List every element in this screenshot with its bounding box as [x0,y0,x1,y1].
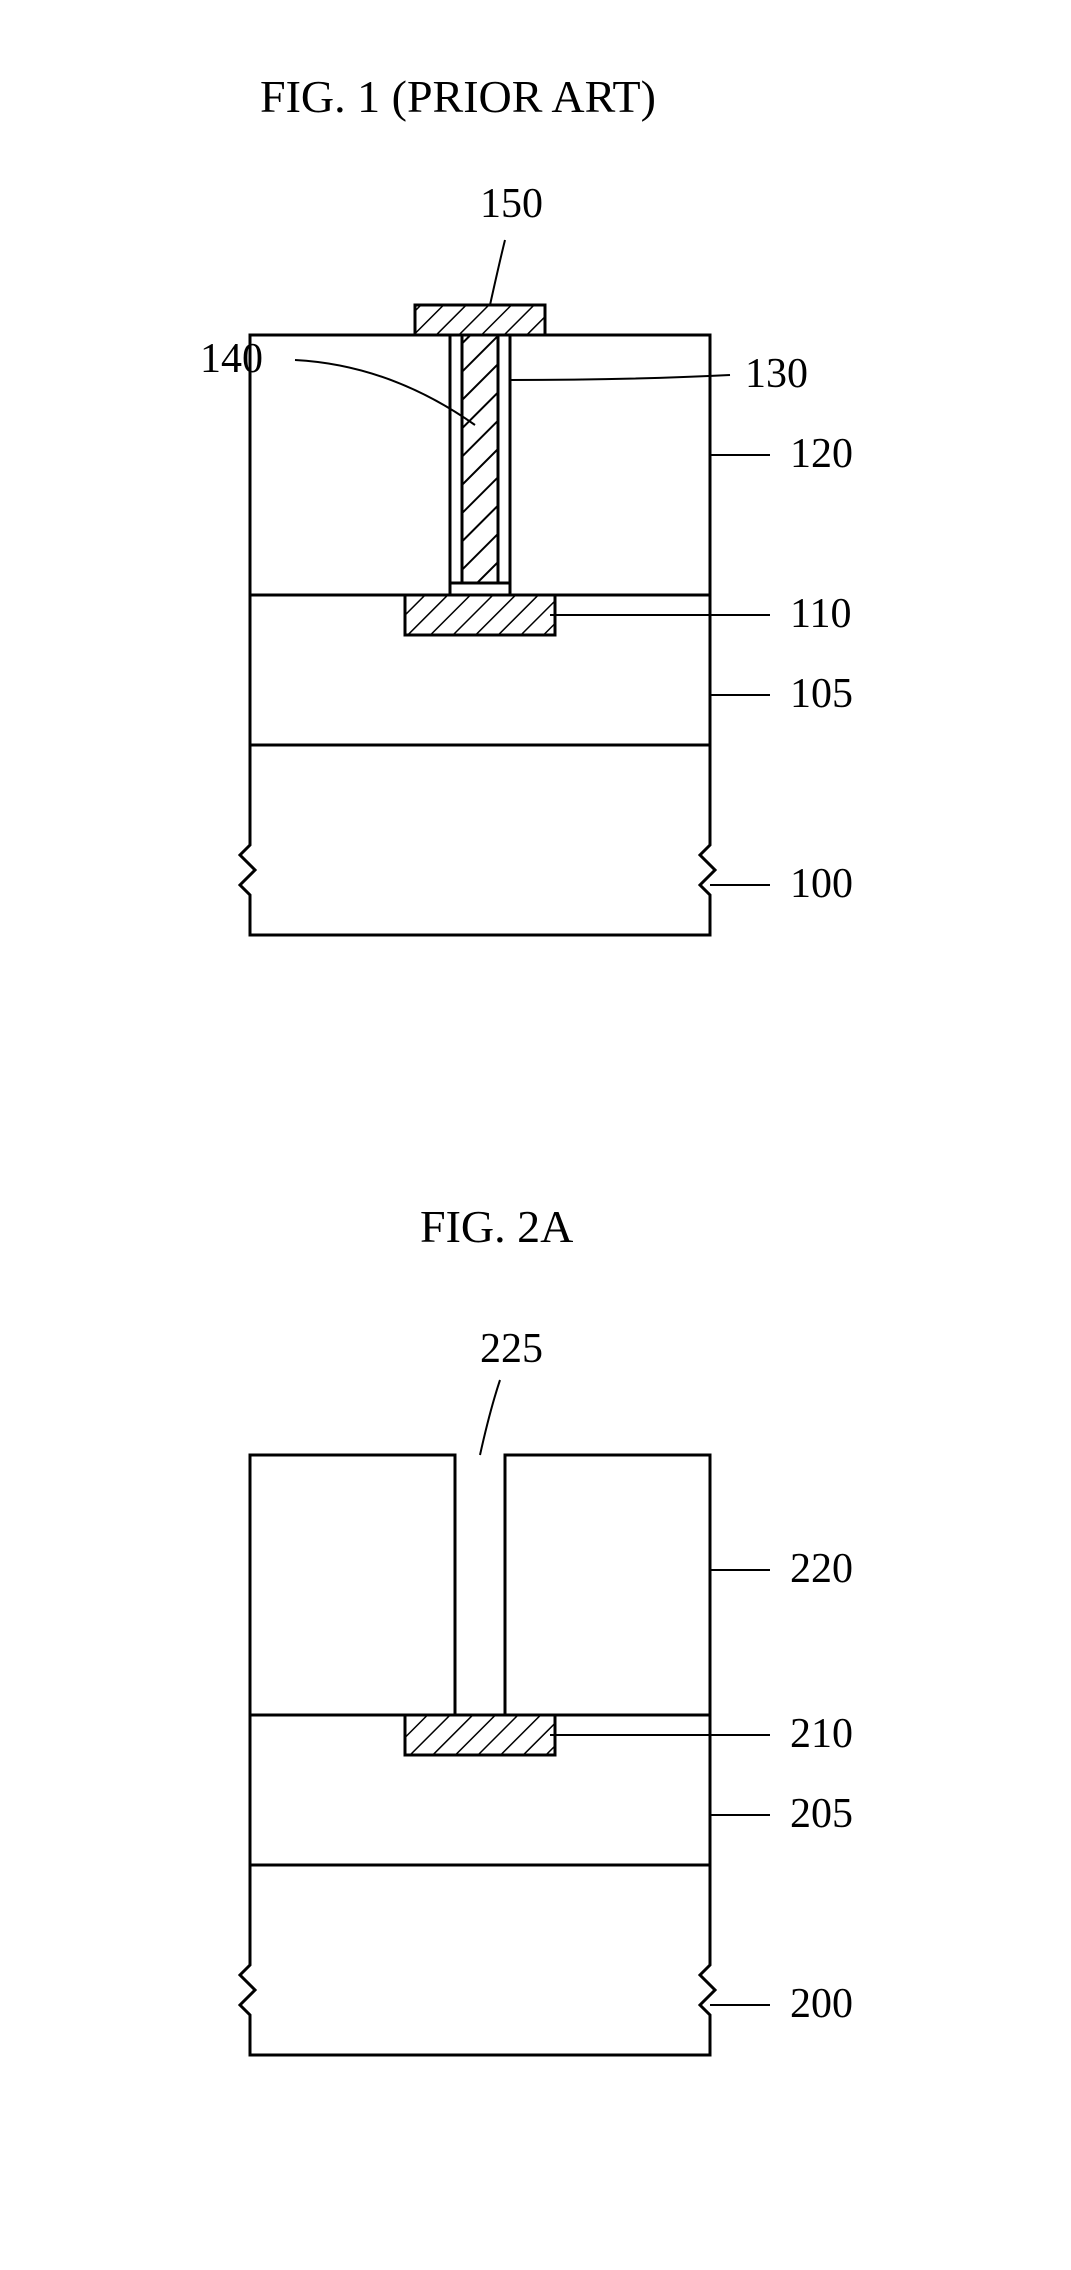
fig1-diagram [130,165,950,965]
page: FIG. 1 (PRIOR ART) [0,0,1071,2270]
fig2a-title: FIG. 2A [420,1200,573,1253]
label-100: 100 [790,860,853,908]
label-110: 110 [790,590,851,638]
label-130: 130 [745,350,808,398]
leader-150 [490,240,505,305]
liner-bottom [450,583,510,595]
label-225: 225 [480,1325,543,1373]
layer-220-right [505,1455,710,1715]
label-105: 105 [790,670,853,718]
layer-220-left [250,1455,455,1715]
layer-150 [415,305,545,335]
label-210: 210 [790,1710,853,1758]
layer-210 [405,1715,555,1755]
leader-225 [480,1380,500,1455]
liner-left [450,335,462,595]
layer-100 [240,745,715,935]
label-200: 200 [790,1980,853,2028]
layer-140 [462,335,498,583]
label-205: 205 [790,1790,853,1838]
label-150: 150 [480,180,543,228]
layer-110 [405,595,555,635]
fig1-title: FIG. 1 (PRIOR ART) [260,70,656,123]
label-120: 120 [790,430,853,478]
layer-200 [240,1865,715,2055]
label-220: 220 [790,1545,853,1593]
label-140: 140 [200,335,263,383]
liner-right [498,335,510,595]
